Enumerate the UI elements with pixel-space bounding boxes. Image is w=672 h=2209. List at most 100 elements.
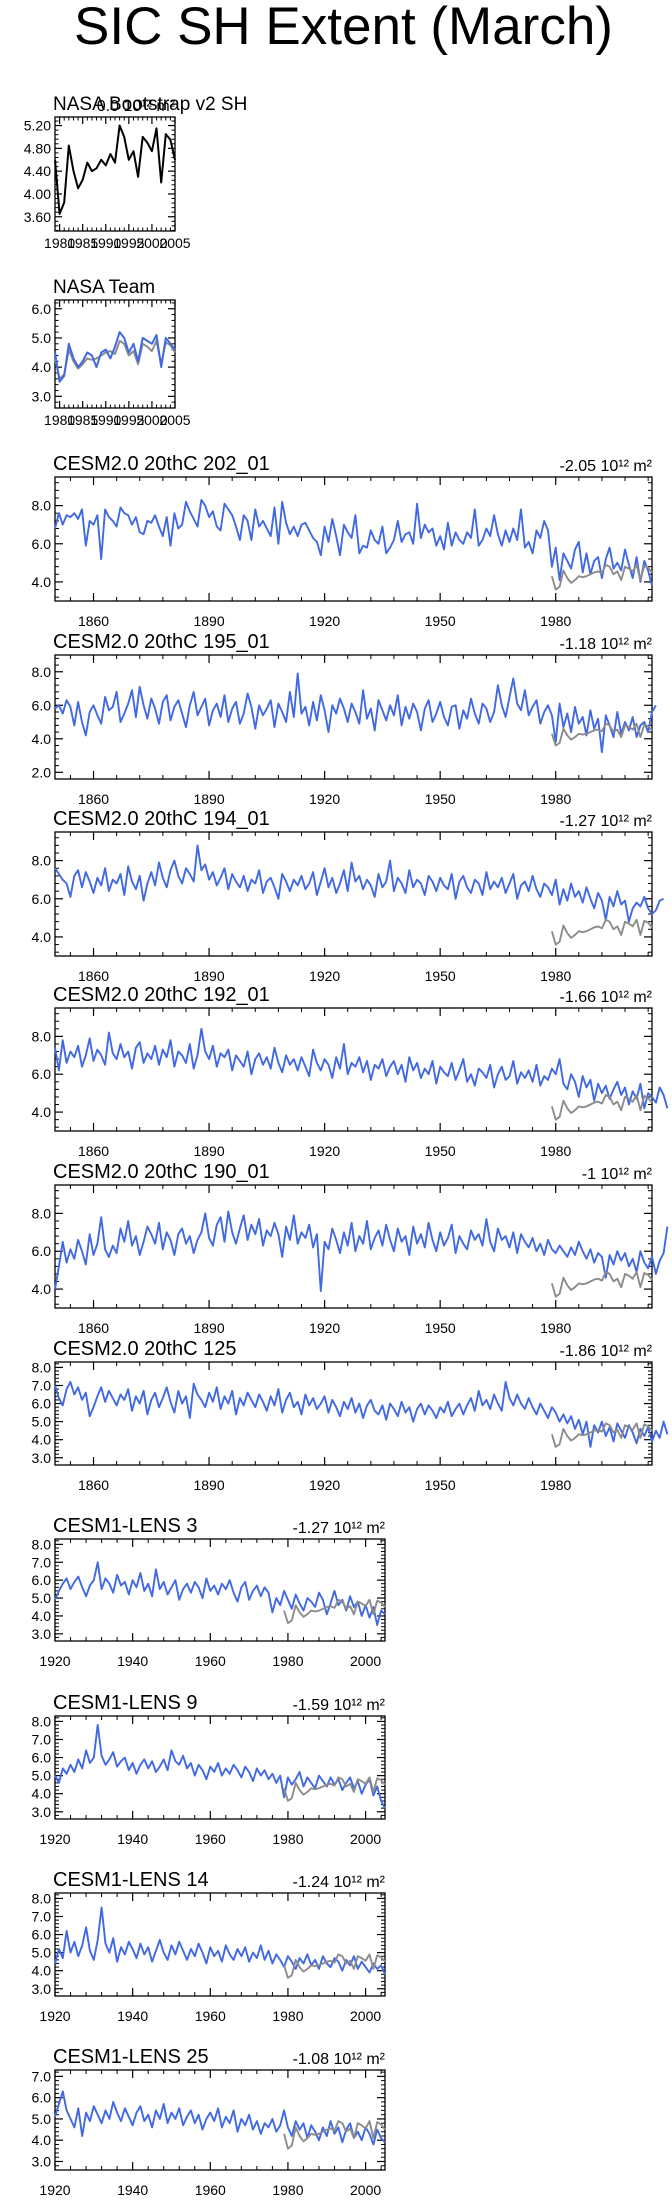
y-tick-label: 7.0 bbox=[32, 1908, 52, 1924]
y-tick-label: 3.0 bbox=[32, 388, 52, 404]
y-tick-label: 4.0 bbox=[32, 1281, 52, 1297]
y-tick-label: 4.0 bbox=[32, 731, 52, 747]
x-tick-label: 1890 bbox=[193, 1143, 224, 1159]
x-tick-label: 1940 bbox=[117, 2008, 148, 2024]
model-series-line bbox=[54, 2090, 386, 2146]
x-tick-label: 1950 bbox=[425, 1320, 456, 1336]
x-tick-label: 2005 bbox=[159, 235, 190, 251]
x-tick-label: 1985 bbox=[67, 412, 98, 428]
x-tick-label: 1920 bbox=[309, 613, 340, 629]
chart-panel-lens-9: 1920 1940 1960 1980 2000 3.0 4.0 5.0 6.0 7.0 8.0CE… bbox=[32, 1692, 386, 1847]
chart-title: CESM1-LENS 25 bbox=[53, 2046, 209, 2068]
y-tick-label: 7.0 bbox=[32, 1731, 52, 1747]
obs-series-line bbox=[550, 918, 653, 946]
y-tick-label: 4.80 bbox=[24, 140, 51, 156]
y-tick-label: 5.0 bbox=[32, 1414, 52, 1430]
plot-frame bbox=[54, 1184, 653, 1309]
y-tick-label: 7.0 bbox=[32, 1554, 52, 1570]
chart-panel-lens-25: 1920 1940 1960 1980 2000 3.0 4.0 5.0 6.0 7.0CESM1… bbox=[32, 2046, 386, 2198]
plot-frame bbox=[54, 2069, 386, 2171]
y-tick-label: 5.0 bbox=[32, 1945, 52, 1961]
trend-label: -1 10¹² m² bbox=[582, 1166, 653, 1183]
y-tick-label: 4.40 bbox=[24, 163, 51, 179]
y-tick-label: 6.0 bbox=[32, 2090, 52, 2106]
y-tick-label: 4.0 bbox=[32, 574, 52, 590]
trend-label: -2.05 10¹² m² bbox=[560, 458, 653, 475]
y-tick-label: 4.0 bbox=[32, 1963, 52, 1979]
x-tick-label: 1980 bbox=[272, 1653, 303, 1669]
chart-title: CESM1-LENS 9 bbox=[53, 1692, 198, 1714]
chart-title: CESM2.0 20thC 195_01 bbox=[53, 631, 270, 653]
x-tick-label: 1980 bbox=[44, 412, 75, 428]
y-tick-label: 8.0 bbox=[32, 1713, 52, 1729]
y-tick-label: 8.0 bbox=[32, 1028, 52, 1044]
trend-label: 0.0 10¹² m² bbox=[97, 98, 176, 115]
x-tick-label: 1950 bbox=[425, 791, 456, 807]
y-tick-label: 7.0 bbox=[32, 2068, 52, 2084]
x-tick-label: 1920 bbox=[309, 968, 340, 984]
x-tick-label: 1890 bbox=[193, 968, 224, 984]
x-tick-label: 1860 bbox=[78, 613, 109, 629]
plot-frame bbox=[54, 1715, 386, 1820]
x-tick-label: 2000 bbox=[350, 2182, 381, 2198]
trend-label: -1.24 10¹² m² bbox=[293, 1874, 386, 1891]
y-tick-label: 5.20 bbox=[24, 118, 51, 134]
x-tick-label: 1950 bbox=[425, 613, 456, 629]
x-tick-label: 1940 bbox=[117, 2182, 148, 2198]
chart-title: NASA Team bbox=[53, 277, 155, 298]
chart-title: NASA Bootstrap v2 SH bbox=[53, 94, 247, 115]
chart-panel-lens-3: 1920 1940 1960 1980 2000 3.0 4.0 5.0 6.0 7.0 8.0CE… bbox=[32, 1515, 386, 1669]
model-series-line bbox=[54, 1027, 669, 1110]
chart-title: CESM2.0 20thC 190_01 bbox=[53, 1161, 270, 1183]
x-tick-label: 1890 bbox=[193, 613, 224, 629]
x-tick-label: 1990 bbox=[90, 412, 121, 428]
y-tick-label: 6.0 bbox=[32, 1572, 52, 1588]
x-tick-label: 2000 bbox=[350, 1653, 381, 1669]
y-tick-label: 3.0 bbox=[32, 2153, 52, 2169]
y-tick-label: 2.0 bbox=[32, 764, 52, 780]
y-tick-label: 6.0 bbox=[32, 1243, 52, 1259]
x-tick-label: 1920 bbox=[309, 1477, 340, 1493]
plot-frame bbox=[54, 654, 653, 780]
chart-panel-cesm2-190: 1860 1890 1920 1950 1980 4.0 6.0 8.0 CESM2.0 20t… bbox=[32, 1161, 669, 1336]
x-tick-label: 1950 bbox=[425, 968, 456, 984]
model-series-line bbox=[54, 1561, 386, 1626]
plot-frame bbox=[54, 1007, 653, 1132]
y-tick-label: 3.0 bbox=[32, 1804, 52, 1820]
y-tick-label: 5.0 bbox=[32, 1590, 52, 1606]
trend-label: -1.27 10¹² m² bbox=[560, 813, 653, 830]
x-tick-label: 1960 bbox=[195, 1653, 226, 1669]
y-tick-label: 6.0 bbox=[32, 697, 52, 713]
y-tick-label: 3.0 bbox=[32, 1450, 52, 1466]
y-tick-label: 5.0 bbox=[32, 2111, 52, 2127]
x-tick-label: 1980 bbox=[540, 1143, 571, 1159]
model-series-line bbox=[54, 1906, 386, 1975]
x-tick-label: 1980 bbox=[272, 1831, 303, 1847]
y-tick-label: 6.0 bbox=[32, 536, 52, 552]
chart-title: CESM2.0 20thC 125 bbox=[53, 1338, 236, 1360]
y-tick-label: 4.0 bbox=[32, 1432, 52, 1448]
chart-title: CESM1-LENS 3 bbox=[53, 1515, 198, 1537]
obs-series-line bbox=[283, 1953, 386, 1979]
x-tick-label: 1980 bbox=[540, 1477, 571, 1493]
x-tick-label: 1920 bbox=[39, 2008, 70, 2024]
y-tick-label: 8.0 bbox=[32, 853, 52, 869]
y-tick-label: 5.0 bbox=[32, 1768, 52, 1784]
y-tick-label: 8.0 bbox=[32, 1205, 52, 1221]
x-tick-label: 2000 bbox=[350, 1831, 381, 1847]
y-tick-label: 6.0 bbox=[32, 301, 52, 317]
model-series-line bbox=[54, 331, 176, 383]
chart-panel-cesm2-195: 1860 1890 1920 1950 1980 2.0 4.0 6.0 8.0CESM2.0 … bbox=[32, 631, 657, 807]
y-tick-label: 8.0 bbox=[32, 498, 52, 514]
chart-title: CESM2.0 20thC 194_01 bbox=[53, 808, 270, 830]
y-tick-label: 7.0 bbox=[32, 1377, 52, 1393]
obs-series-line bbox=[283, 1598, 386, 1625]
plot-frame bbox=[54, 1892, 386, 1997]
y-tick-label: 6.0 bbox=[32, 1750, 52, 1766]
obs-series-line bbox=[550, 1094, 653, 1121]
trend-label: -1.27 10¹² m² bbox=[293, 1520, 386, 1537]
y-tick-label: 4.0 bbox=[32, 1608, 52, 1624]
chart-panel-cesm2-192: 1860 1890 1920 1950 1980 4.0 6.0 8.0 CESM2.0 20t… bbox=[32, 984, 669, 1159]
chart-panel-lens-14: 1920 1940 1960 1980 2000 3.0 4.0 5.0 6.0 7.0 8.0CE… bbox=[32, 1869, 386, 2024]
